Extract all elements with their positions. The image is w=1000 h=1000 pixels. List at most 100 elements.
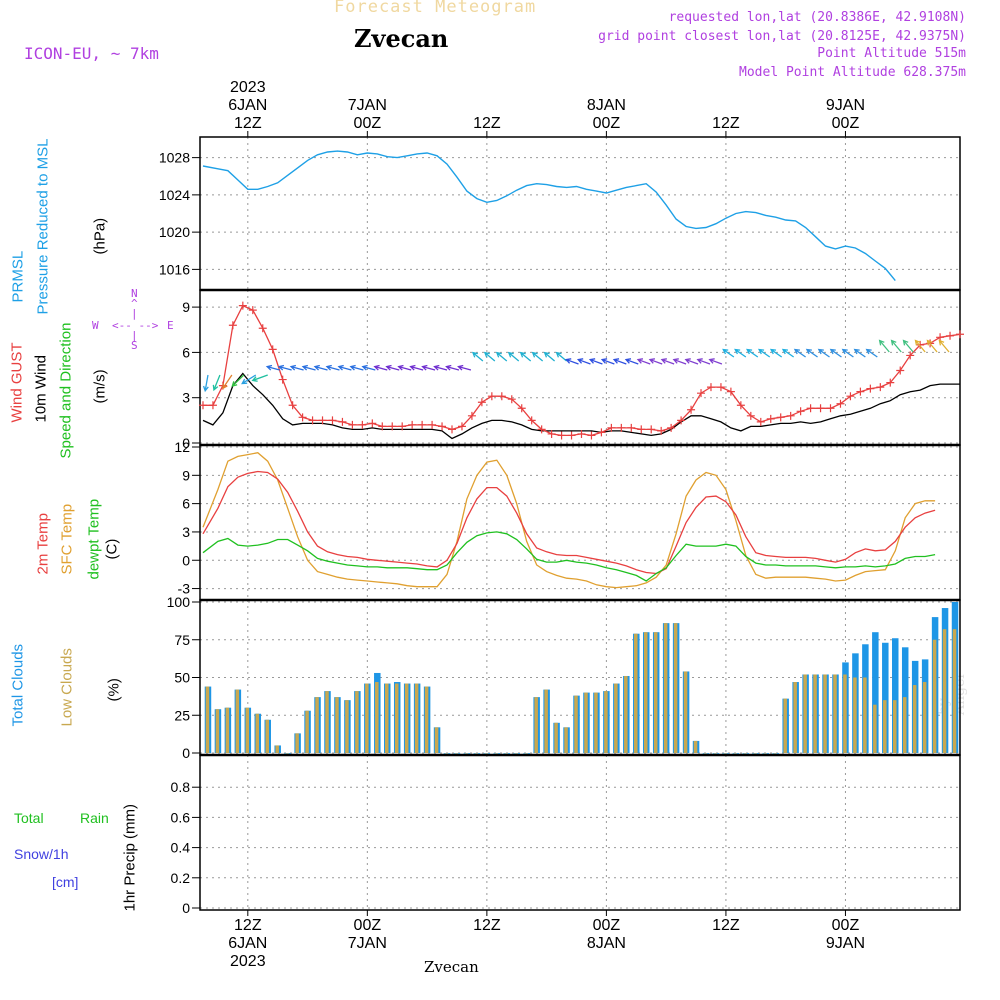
y-tick-label: 0 — [182, 435, 190, 451]
low-cloud-bar — [803, 674, 807, 753]
gust-marker — [527, 416, 536, 425]
wind-direction-arrow — [555, 351, 567, 362]
bottom-time-label: 2023 — [230, 953, 266, 970]
wind-direction-arrow — [636, 358, 651, 365]
low-cloud-bar — [793, 682, 797, 753]
low-cloud-bar — [295, 733, 299, 753]
low-cloud-bar — [823, 674, 827, 753]
wind-direction-arrow — [301, 364, 316, 371]
low-cloud-bar — [574, 695, 578, 753]
low-cloud-bar — [355, 691, 359, 753]
low-cloud-bar — [863, 677, 867, 753]
wind-direction-arrow — [841, 348, 854, 358]
panel-frame — [199, 136, 961, 291]
gust-marker — [438, 422, 447, 431]
low-cloud-bar — [504, 753, 509, 754]
bottom-time-label: 12Z — [473, 917, 501, 934]
place-name: Zvecan — [354, 24, 449, 53]
low-cloud-bar — [653, 632, 658, 753]
y-tick-label: 25 — [174, 707, 190, 723]
gust-marker — [248, 306, 257, 315]
y-tick-label: 6 — [182, 344, 190, 360]
wind-direction-arrow — [781, 348, 795, 358]
gust-marker — [448, 425, 457, 434]
wind-direction-arrow — [313, 364, 328, 371]
low-cloud-bar — [534, 697, 538, 753]
wind-direction-arrow — [660, 358, 675, 365]
wind-direction-arrow — [878, 339, 890, 353]
wind-direction-arrow — [241, 374, 257, 385]
gust-marker — [687, 405, 696, 414]
wind-direction-arrow — [746, 348, 759, 358]
y-tick-label: 9 — [182, 299, 190, 315]
low-cloud-bar — [335, 697, 339, 753]
y-tick-label: 0.4 — [171, 840, 191, 856]
low-cloud-bar — [285, 753, 289, 754]
gust-marker — [816, 404, 825, 413]
top-time-label: 6JAN — [228, 97, 267, 114]
low-cloud-bar — [484, 753, 489, 754]
compass-n: N — [131, 287, 138, 300]
low-cloud-bar — [454, 753, 459, 754]
wind-direction-arrow — [519, 351, 532, 362]
wind-direction-arrow — [757, 348, 771, 358]
gust-marker — [258, 324, 267, 333]
gust-marker — [557, 431, 566, 440]
top-time-label: 12Z — [712, 115, 740, 132]
gust-marker — [617, 423, 626, 432]
wind-direction-arrow — [531, 351, 544, 362]
gust-marker — [208, 401, 217, 410]
bottom-time-label: 8JAN — [587, 935, 626, 952]
y-tick-label: 3 — [182, 390, 190, 406]
low-cloud-bar — [912, 685, 917, 753]
low-cloud-bar — [315, 697, 319, 753]
total-precip-label: Total — [14, 810, 44, 826]
low-cloud-bar — [345, 700, 349, 753]
gust-marker — [318, 416, 327, 425]
bottom-time-label: 7JAN — [348, 935, 387, 952]
y-tick-label: -3 — [178, 581, 191, 597]
wind-direction-arrow — [265, 364, 280, 371]
low-cloud-bar — [544, 689, 548, 753]
gust-marker — [308, 416, 317, 425]
wind-direction-arrow — [507, 351, 520, 362]
wind-direction-arrow — [648, 358, 663, 365]
low-cloud-bar — [673, 623, 678, 753]
wind-direction-arrow — [349, 364, 364, 371]
rain-label: Rain — [80, 810, 109, 826]
low-cloud-bar — [783, 698, 787, 753]
wind-direction-arrow — [865, 348, 878, 358]
gust-marker — [537, 425, 546, 434]
low-cloud-bar — [255, 713, 260, 753]
low-cloud-bar — [922, 682, 927, 753]
model-altitude: Model Point Altitude 628.375m — [739, 65, 966, 80]
top-time-label: 7JAN — [348, 97, 387, 114]
bottom-time-label: 6JAN — [228, 935, 267, 952]
footer-place: Zvecan — [424, 958, 479, 976]
low-cloud-bar — [614, 683, 618, 753]
gust-marker — [766, 414, 775, 423]
wind-direction-arrow — [483, 351, 496, 362]
gust-marker — [408, 420, 417, 429]
low-cloud-bar — [693, 740, 698, 753]
low-cloud-bar — [723, 753, 728, 754]
panel-frame — [199, 289, 961, 446]
top-time-label: 12Z — [234, 115, 262, 132]
low-cloud-bar — [434, 727, 439, 753]
low-cloud-bar — [663, 623, 668, 753]
wind-direction-arrow — [373, 364, 388, 371]
wind-direction-arrow — [433, 364, 448, 371]
low-cloud-bar — [265, 719, 269, 753]
gust-marker — [846, 392, 855, 401]
y-tick-label: 0 — [182, 900, 190, 916]
low-cloud-bar — [952, 629, 957, 753]
wind-direction-arrow — [805, 348, 818, 358]
top-time-label: 12Z — [473, 115, 501, 132]
gust-marker — [547, 429, 556, 438]
gust-marker — [418, 420, 427, 429]
gust-marker — [906, 351, 915, 360]
gust-marker — [428, 420, 437, 429]
pressure-line — [202, 150, 896, 282]
wind-speed-line — [202, 372, 960, 440]
wind-direction-arrow — [457, 364, 472, 371]
